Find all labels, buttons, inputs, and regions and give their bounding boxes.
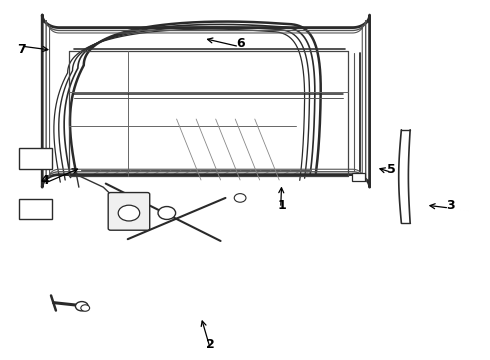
Bar bbox=[19, 148, 52, 168]
Text: 1: 1 bbox=[277, 199, 286, 212]
Text: 7: 7 bbox=[17, 42, 25, 55]
Text: 4: 4 bbox=[40, 174, 49, 186]
Text: 2: 2 bbox=[206, 338, 215, 351]
Circle shape bbox=[118, 205, 140, 221]
Bar bbox=[352, 173, 365, 181]
Text: 6: 6 bbox=[236, 37, 245, 50]
Circle shape bbox=[234, 194, 246, 202]
FancyBboxPatch shape bbox=[108, 193, 150, 230]
Circle shape bbox=[158, 207, 175, 220]
Circle shape bbox=[81, 305, 90, 311]
Text: 3: 3 bbox=[446, 199, 455, 212]
Circle shape bbox=[75, 302, 88, 311]
Text: 5: 5 bbox=[387, 163, 396, 176]
Bar bbox=[19, 199, 52, 219]
